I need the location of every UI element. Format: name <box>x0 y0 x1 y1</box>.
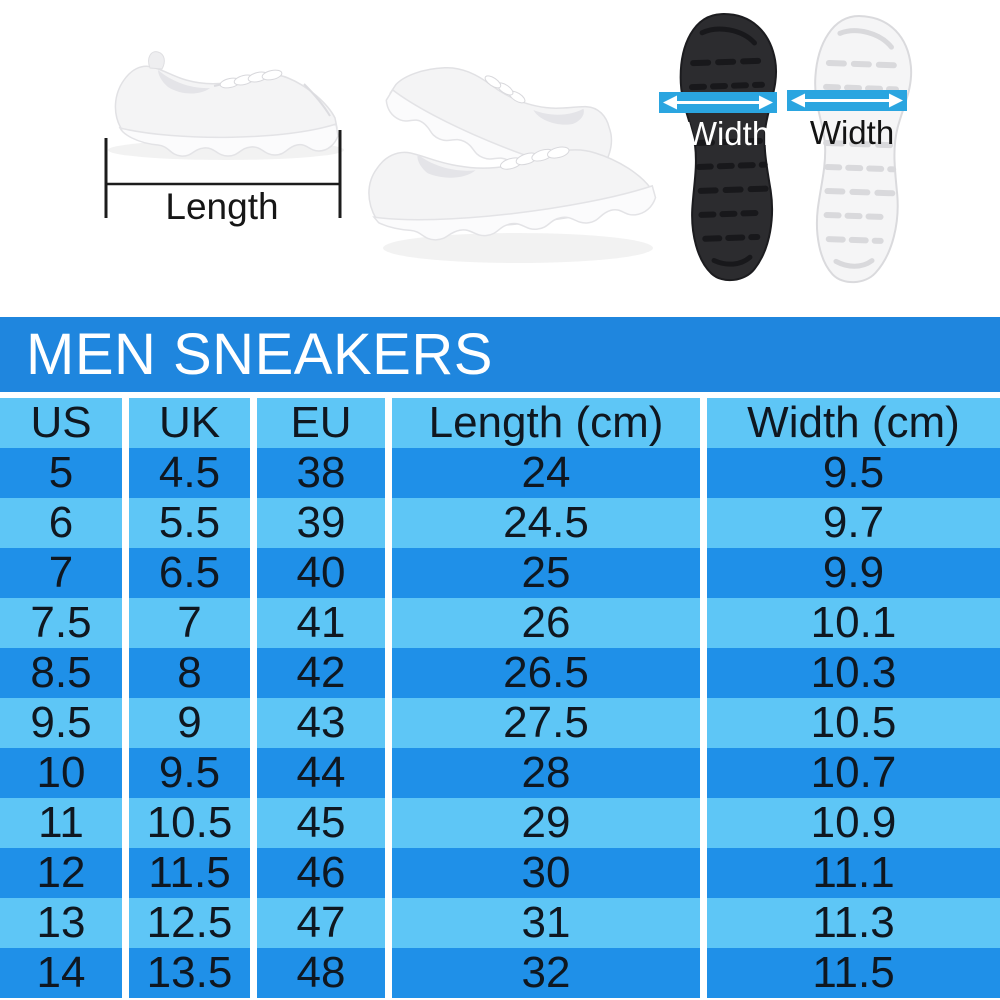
photo-strip: Length <box>0 0 1000 317</box>
table-cell: 45 <box>257 798 385 848</box>
table-cell: 5.5 <box>129 498 250 548</box>
header-cell: Width (cm) <box>707 398 1000 448</box>
table-cell: 10.3 <box>707 648 1000 698</box>
table-cell: 27.5 <box>392 698 700 748</box>
header-cell: Length (cm) <box>392 398 700 448</box>
table-cell: 11.5 <box>129 848 250 898</box>
soles-photo <box>659 11 915 285</box>
table-cell: 6.5 <box>129 548 250 598</box>
table-cell: 38 <box>257 448 385 498</box>
header-cell: UK <box>129 398 250 448</box>
table-cell: 14 <box>0 948 122 998</box>
table-cell: 7.5 <box>0 598 122 648</box>
header-cell: US <box>0 398 122 448</box>
table-cell: 5 <box>0 448 122 498</box>
width-arrow-white-sole <box>787 90 907 111</box>
sneakers-pair-photo <box>368 67 657 263</box>
size-table: US UK EU Length (cm) Width (cm) 5 4.5 38 24 9.5 6 5… <box>0 398 1000 998</box>
table-cell: 8.5 <box>0 648 122 698</box>
table-cell: 13.5 <box>129 948 250 998</box>
table-cell: 9.9 <box>707 548 1000 598</box>
table-cell: 6 <box>0 498 122 548</box>
table-cell: 8 <box>129 648 250 698</box>
table-cell: 41 <box>257 598 385 648</box>
table-cell: 47 <box>257 898 385 948</box>
width-label-black-sole: Width <box>685 115 771 152</box>
width-label-white-sole: Width <box>809 114 895 151</box>
table-cell: 29 <box>392 798 700 848</box>
table-cell: 12.5 <box>129 898 250 948</box>
banner-title: MEN SNEAKERS <box>26 322 493 387</box>
table-cell: 32 <box>392 948 700 998</box>
table-cell: 7 <box>0 548 122 598</box>
width-arrow-black-sole <box>659 92 777 113</box>
table-cell: 10.5 <box>129 798 250 848</box>
table-cell: 9.5 <box>707 448 1000 498</box>
table-cell: 24 <box>392 448 700 498</box>
heel-tab <box>148 51 165 70</box>
table-cell: 28 <box>392 748 700 798</box>
table-cell: 11.3 <box>707 898 1000 948</box>
table-cell: 24.5 <box>392 498 700 548</box>
table-cell: 13 <box>0 898 122 948</box>
table-cell: 26.5 <box>392 648 700 698</box>
table-cell: 11 <box>0 798 122 848</box>
table-cell: 11.1 <box>707 848 1000 898</box>
black-sole-image <box>677 11 785 283</box>
table-cell: 12 <box>0 848 122 898</box>
white-sole-image <box>807 13 915 285</box>
table-cell: 10.1 <box>707 598 1000 648</box>
table-cell: 10 <box>0 748 122 798</box>
table-cell: 9.5 <box>129 748 250 798</box>
front-sneaker <box>368 146 657 241</box>
table-cell: 7 <box>129 598 250 648</box>
table-cell: 31 <box>392 898 700 948</box>
table-cell: 44 <box>257 748 385 798</box>
table-cell: 25 <box>392 548 700 598</box>
banner: MEN SNEAKERS <box>0 317 1000 392</box>
table-cell: 10.5 <box>707 698 1000 748</box>
length-measure-lines <box>104 130 342 218</box>
table-cell: 40 <box>257 548 385 598</box>
table-cell: 4.5 <box>129 448 250 498</box>
table-cell: 48 <box>257 948 385 998</box>
table-cell: 46 <box>257 848 385 898</box>
length-label: Length <box>165 186 279 227</box>
table-cell: 9.5 <box>0 698 122 748</box>
table-cell: 43 <box>257 698 385 748</box>
table-cell: 42 <box>257 648 385 698</box>
header-cell: EU <box>257 398 385 448</box>
table-cell: 10.7 <box>707 748 1000 798</box>
table-cell: 39 <box>257 498 385 548</box>
sneaker-side-photo <box>104 51 344 218</box>
table-cell: 11.5 <box>707 948 1000 998</box>
table-cell: 26 <box>392 598 700 648</box>
table-cell: 9 <box>129 698 250 748</box>
table-cell: 10.9 <box>707 798 1000 848</box>
table-cell: 30 <box>392 848 700 898</box>
table-cell: 9.7 <box>707 498 1000 548</box>
